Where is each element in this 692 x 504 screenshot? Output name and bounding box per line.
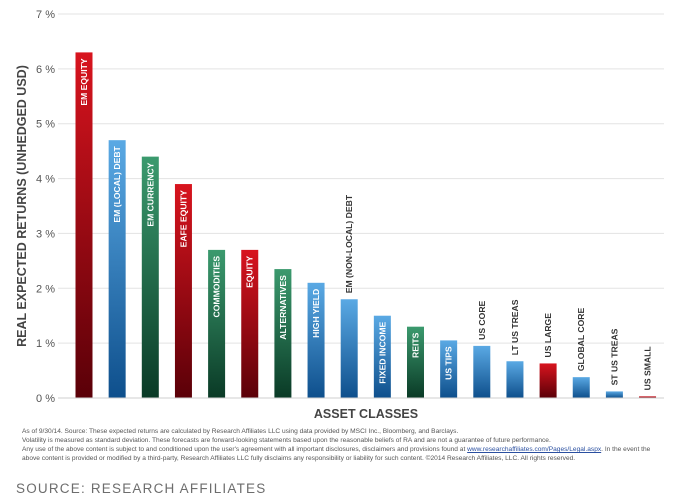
bar <box>639 396 657 398</box>
footnote-line-3: Any use of the above content is subject … <box>22 446 682 455</box>
bar <box>473 345 491 398</box>
bar <box>539 363 557 398</box>
y-tick-label: 0 % <box>36 393 55 405</box>
footnote-line-1: As of 9/30/14. Source: These expected re… <box>22 428 459 435</box>
y-tick-label: 5 % <box>36 119 55 131</box>
bar-label: EAFE EQUITY <box>178 190 188 248</box>
bar <box>307 282 325 398</box>
footnote-line-2: Volatility is measured as standard devia… <box>22 437 551 444</box>
bar-label: EM (NON-LOCAL) DEBT <box>344 194 354 293</box>
bar-chart: 0 % 1 % 2 % 3 % 4 % 5 % 6 % 7 % EM EQUITY EM (LO… <box>15 9 664 421</box>
bar <box>241 249 259 398</box>
y-tick-label: 1 % <box>36 338 55 350</box>
footnote-line-3-end: . In the event the <box>601 446 651 453</box>
bar <box>274 269 292 398</box>
bar <box>440 340 458 398</box>
bar-label: GLOBAL CORE <box>576 308 586 372</box>
bar-label: EQUITY <box>245 256 255 288</box>
gridlines <box>58 13 664 344</box>
bar <box>373 315 391 398</box>
bar <box>506 361 524 398</box>
y-axis-title: REAL EXPECTED RETURNS (UNHEDGED USD) <box>15 65 29 347</box>
bars <box>75 52 657 399</box>
bar <box>605 391 623 398</box>
y-tick-label: 4 % <box>36 174 55 186</box>
y-tick-label: 7 % <box>36 9 55 21</box>
bar-label: EM EQUITY <box>79 58 89 106</box>
bar-label: FIXED INCOME <box>377 321 387 383</box>
bar <box>572 377 590 398</box>
bar <box>174 184 192 398</box>
y-tick-label: 2 % <box>36 283 55 295</box>
bar-label: ST US TREAS <box>609 328 619 385</box>
footnote-line-3-text: Any use of the above content is subject … <box>22 446 468 453</box>
bar-label: US TIPS <box>444 346 454 380</box>
bar-label: EM CURRENCY <box>145 162 155 226</box>
bar <box>208 249 226 398</box>
bar-label: US SMALL <box>643 346 653 390</box>
y-axis-ticks: 0 % 1 % 2 % 3 % 4 % 5 % 6 % 7 % <box>36 9 55 405</box>
bar <box>75 52 93 399</box>
source-caption: SOURCE: RESEARCH AFFILIATES <box>16 481 267 496</box>
y-tick-label: 3 % <box>36 228 55 240</box>
bar-label: LT US TREAS <box>510 299 520 355</box>
bar-label: US LARGE <box>543 313 553 358</box>
bar <box>407 326 424 398</box>
bar-label: COMMODITIES <box>212 256 222 318</box>
bar-label: ALTERNATIVES <box>278 275 288 340</box>
bar-label: REITS <box>411 332 421 358</box>
legal-link[interactable]: www.researchaffiliates.com/Pages/Legal.a… <box>467 446 602 453</box>
bar-label: HIGH YIELD <box>311 289 321 338</box>
bar-label: EM (LOCAL) DEBT <box>112 145 122 222</box>
bar-labels: EM EQUITY EM (LOCAL) DEBT EM CURRENCY EAFE … <box>79 58 653 390</box>
bar-label: US CORE <box>477 300 487 339</box>
footnote-line-4: above content is provided or modified by… <box>22 455 576 462</box>
bar <box>108 140 126 398</box>
bar <box>340 299 358 398</box>
x-axis-title: ASSET CLASSES <box>314 407 418 421</box>
y-tick-label: 6 % <box>36 64 55 76</box>
bar <box>141 156 159 398</box>
